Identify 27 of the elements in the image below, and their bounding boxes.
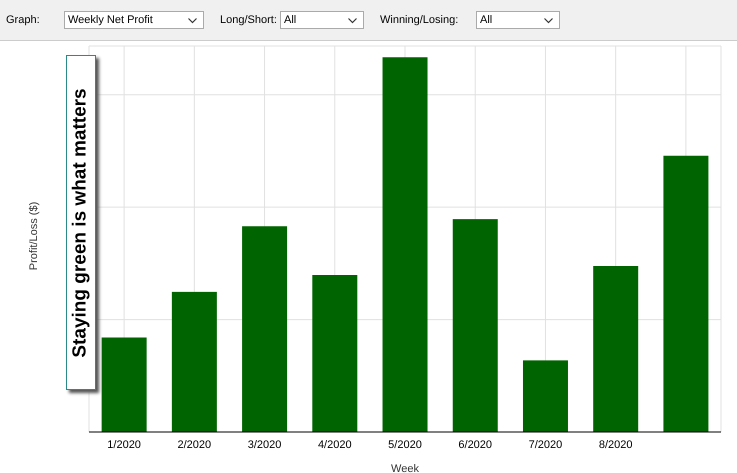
x-tick-label: 2/2020 (178, 438, 212, 451)
bar (522, 360, 568, 432)
x-tick-label: 7/2020 (528, 438, 562, 451)
text: All (476, 11, 560, 29)
text: Winning/Losing: (380, 14, 460, 26)
note-box: Staying green is what matters (66, 55, 96, 390)
x-axis-title: Week (391, 463, 420, 473)
bar (172, 292, 217, 432)
bar (663, 156, 708, 432)
annotation: Staying green is what matters (70, 88, 92, 358)
text: Weekly Net Profit (64, 11, 204, 29)
x-tick-label: 5/2020 (388, 438, 422, 451)
bar (382, 57, 428, 432)
x-tick-label: 3/2020 (248, 438, 282, 451)
bar (312, 274, 358, 432)
bar (452, 219, 498, 432)
x-tick-label: 4/2020 (318, 438, 352, 451)
text: All (280, 11, 364, 29)
y-axis-title: Profit/Loss ($) (28, 201, 40, 270)
x-tick-label: 8/2020 (598, 438, 632, 451)
text: Long/Short: (220, 14, 278, 26)
bar (242, 226, 288, 432)
bar (102, 338, 147, 432)
x-tick-label: 6/2020 (458, 438, 492, 451)
x-tick-label: 1/2020 (107, 438, 141, 451)
text: Graph: (6, 14, 41, 26)
bar (593, 266, 638, 432)
